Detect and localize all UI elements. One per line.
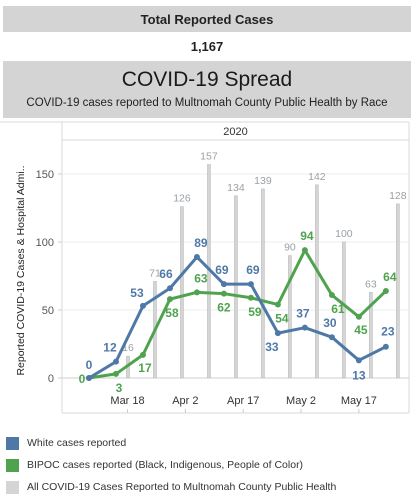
y-tick-label: 150 [36,169,54,181]
all-cases-label: 100 [335,228,353,240]
white-data-label: 23 [381,325,395,339]
x-tick-label: May 2 [286,395,316,407]
legend-label-all: All COVID-19 Cases Reported to Multnomah… [27,481,337,493]
bipoc-data-label: 54 [275,312,289,326]
white-line [88,255,387,380]
bipoc-data-label: 3 [116,381,123,395]
all-cases-label: 71 [149,267,161,279]
all-cases-label: 128 [389,190,407,202]
chart-title: COVID-19 Spread [121,68,293,91]
all-cases-label: 142 [308,171,326,183]
bipoc-data-label: 17 [138,361,152,375]
white-data-label: 30 [323,316,337,330]
bipoc-data-label: 45 [354,323,368,337]
white-data-label: 13 [352,368,366,382]
all-cases-bar [315,184,319,379]
all-cases-label: 139 [254,175,272,187]
white-point [274,330,281,337]
white-point [139,302,146,309]
all-cases-bar [234,195,238,379]
white-data-label: 53 [130,286,144,300]
white-data-label: 37 [296,307,310,321]
legend-item-all[interactable]: All COVID-19 Cases Reported to Multnomah… [6,476,410,498]
x-tick-label: Apr 2 [172,395,198,407]
white-point [85,375,92,381]
y-tick-label: 50 [42,305,54,317]
x-tick-label: Apr 17 [227,395,259,407]
white-point [382,343,389,350]
white-data-label: 69 [246,263,260,277]
all-cases-bar [288,255,292,379]
x-tick-label: May 17 [341,395,377,407]
bipoc-point [274,301,281,308]
white-point [355,357,362,364]
all-cases-bar [369,292,373,379]
total-cases-label: Total Reported Cases [140,11,274,27]
chart-area: 2020 0 50 100 150 Reported COVID-19 Cases & H… [0,118,414,423]
white-data-label: 33 [265,340,279,354]
all-cases-label: 134 [227,182,245,194]
bipoc-point [220,290,227,297]
white-point [166,285,173,292]
bipoc-point [301,247,308,254]
bipoc-point [112,370,119,377]
bipoc-data-label: 61 [331,302,345,316]
white-point [247,281,254,288]
white-point [301,324,308,331]
white-point [220,281,227,288]
legend-swatch-white [6,436,19,450]
bipoc-data-label: 59 [248,305,262,319]
bipoc-data-label: 62 [217,301,231,315]
legend-label-white: White cases reported [27,437,127,449]
white-point [112,358,119,365]
white-data-label: 69 [215,263,229,277]
legend-item-white[interactable]: White cases reported [6,432,410,454]
legend-label-bipoc: BIPOC cases reported (Black, Indigenous,… [27,459,304,471]
y-axis-title: Reported COVID-19 Cases & Hospital Admi.… [15,165,27,375]
all-cases-label: 16 [122,342,134,354]
column-header-2020: 2020 [223,126,247,138]
legend-swatch-bipoc [6,458,19,472]
all-cases-label: 63 [365,278,377,290]
white-point [328,334,335,341]
all-cases-bar [396,203,400,379]
y-tick-label: 100 [36,237,54,249]
covid-line-chart[interactable]: 2020 0 50 100 150 Reported COVID-19 Cases & H… [0,118,414,423]
bipoc-line [88,248,387,380]
white-data-label: 12 [103,341,117,355]
all-cases-bar [180,206,184,379]
bipoc-data-label: 58 [165,306,179,320]
bipoc-data-label: 63 [194,271,208,285]
all-cases-label: 90 [284,242,296,254]
bipoc-data-label: 94 [300,229,314,243]
legend: White cases reported BIPOC cases reporte… [6,432,410,498]
total-cases-header: Total Reported Cases [3,6,411,32]
bipoc-point [247,294,254,301]
all-cases-bar [261,188,265,379]
chart-subtitle: COVID-19 cases reported to Multnomah Cou… [26,97,388,109]
total-cases-value: 1,167 [190,38,224,54]
all-cases-label: 126 [173,193,191,205]
legend-item-bipoc[interactable]: BIPOC cases reported (Black, Indigenous,… [6,454,410,476]
title-panel: COVID-19 Spread COVID-19 cases reported … [3,61,411,118]
bipoc-data-label: 0 [79,372,86,386]
bipoc-point [355,313,362,320]
bipoc-point [328,292,335,299]
bipoc-data-label: 64 [383,270,397,284]
x-tick-label: Mar 18 [110,395,144,407]
bipoc-point [382,287,389,294]
legend-swatch-all [6,480,19,494]
bipoc-point [139,351,146,358]
white-point [193,253,200,260]
y-tick-label: 0 [48,373,54,385]
bipoc-point [193,289,200,296]
white-data-label: 0 [86,358,93,372]
all-cases-label: 157 [200,150,218,162]
white-data-label: 66 [159,267,173,281]
all-cases-bar [342,241,346,379]
white-data-label: 89 [194,236,208,250]
bipoc-point [166,296,173,303]
